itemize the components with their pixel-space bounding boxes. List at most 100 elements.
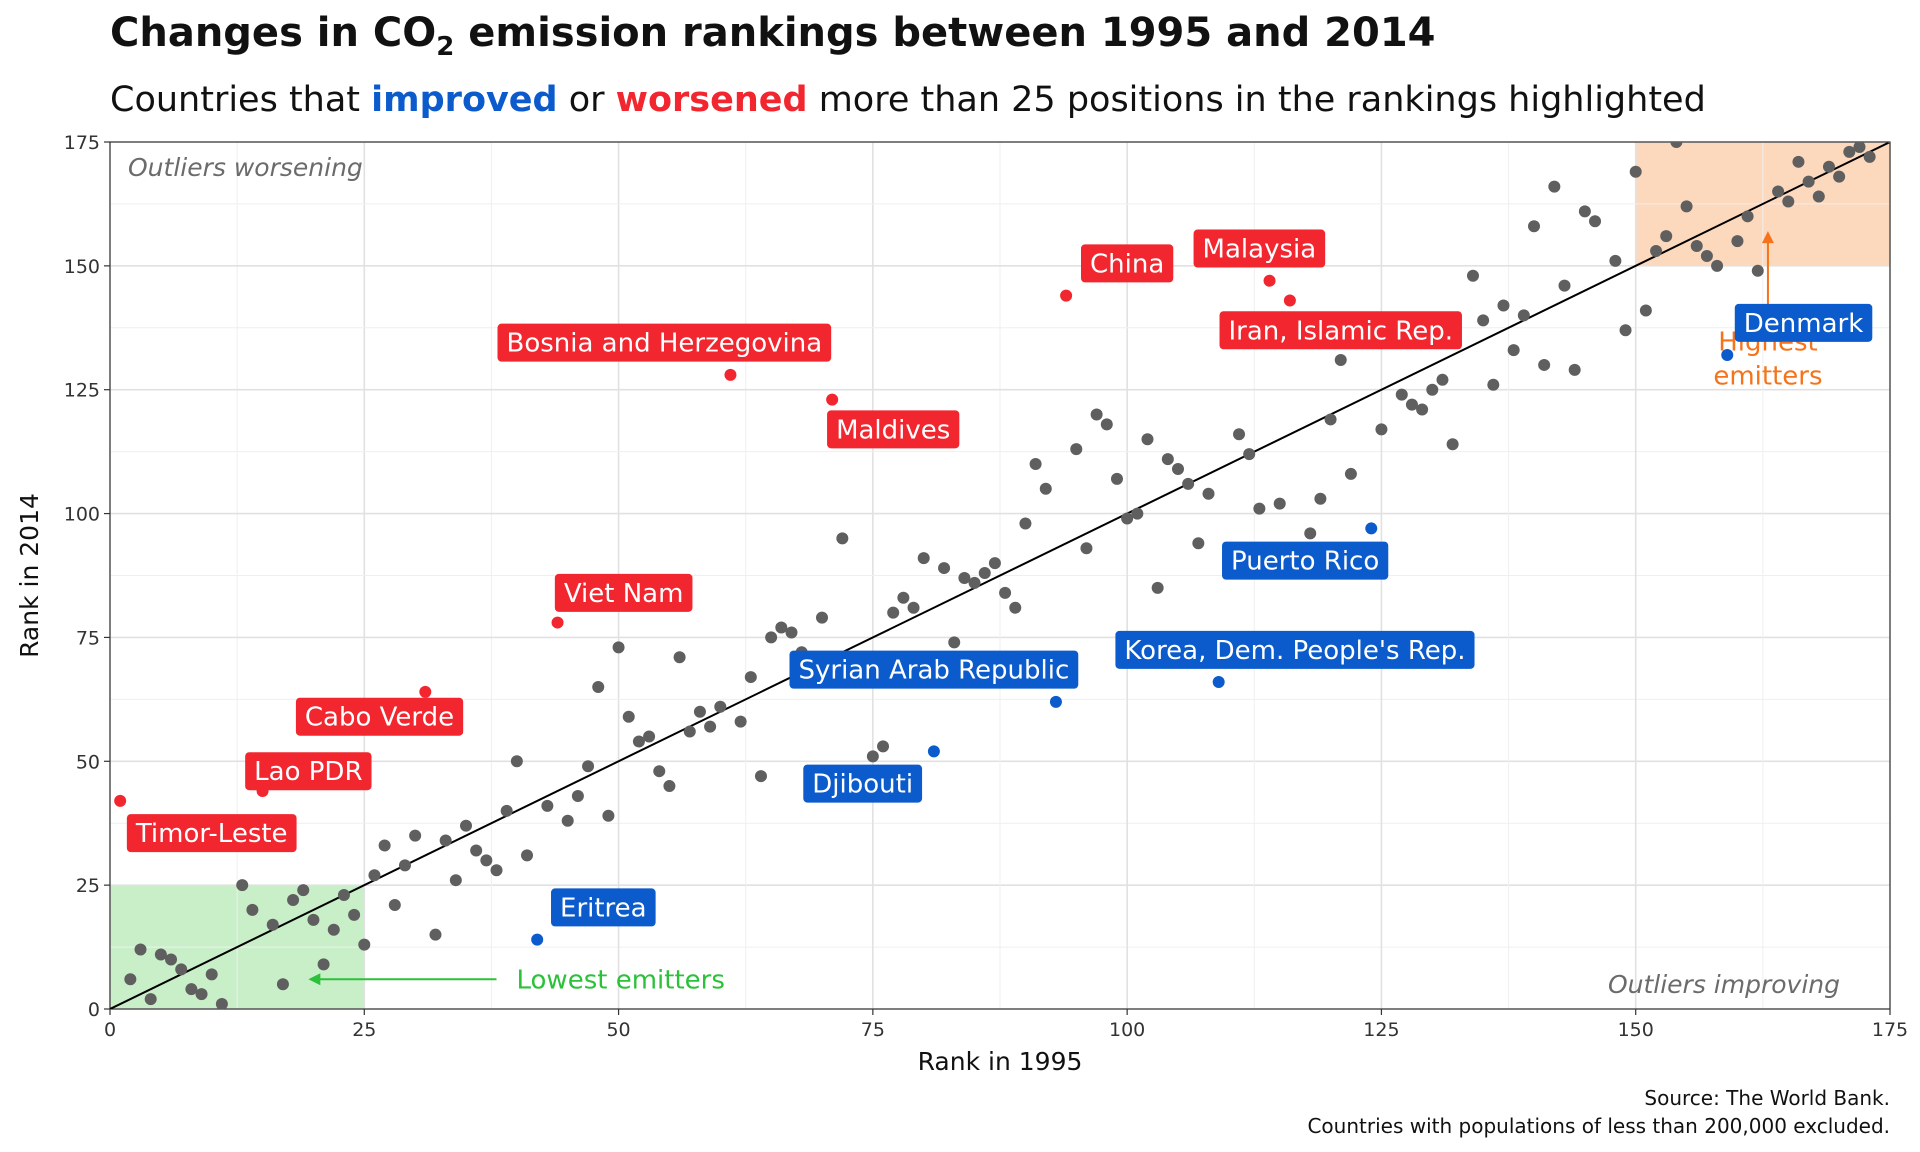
data-point: [500, 804, 513, 817]
label-text: Maldives: [836, 415, 950, 445]
data-point: [1517, 309, 1530, 322]
subtitle-text-end: more than 25 positions in the rankings h…: [807, 80, 1706, 120]
data-point: [1121, 512, 1134, 525]
plot-frame: [109, 141, 1891, 1010]
data-point: [1131, 507, 1144, 520]
title-text-rest: emission rankings between 1995 and 2014: [454, 10, 1436, 56]
data-point: [1080, 542, 1093, 555]
data-point: [1700, 249, 1713, 262]
data-point-improved: [531, 933, 544, 946]
title-subscript: 2: [436, 32, 455, 62]
data-point: [1039, 482, 1052, 495]
label-lowest-emitters: Lowest emitters: [517, 965, 725, 995]
label-box: [1734, 303, 1873, 342]
x-axis-title: Rank in 1995: [918, 1047, 1083, 1076]
data-point: [1731, 235, 1744, 248]
country-label-china: China: [1081, 244, 1174, 283]
data-point: [297, 884, 310, 897]
label-box: [497, 323, 832, 362]
data-point: [785, 626, 798, 639]
country-label-bosnia-and-herzegovina: Bosnia and Herzegovina: [497, 323, 832, 362]
country-label-cabo-verde: Cabo Verde: [295, 697, 464, 736]
data-point: [866, 750, 879, 763]
arrowhead-highest-emitters: [1761, 231, 1774, 244]
label-text: Lao PDR: [254, 757, 362, 787]
y-tick-label: 150: [64, 256, 100, 278]
label-box: [827, 410, 960, 449]
y-axis-title: Rank in 2014: [15, 493, 44, 658]
x-tick-label: 50: [606, 1019, 630, 1041]
data-point: [643, 730, 656, 743]
data-point: [398, 859, 411, 872]
data-point: [765, 631, 778, 644]
data-point: [1680, 200, 1693, 213]
label-outliers-worsening: Outliers worsening: [128, 153, 363, 182]
data-point: [1233, 428, 1246, 441]
data-point: [1314, 492, 1327, 505]
label-text: Timor-Leste: [135, 819, 288, 849]
data-point: [1375, 423, 1388, 436]
x-tick-label: 125: [1363, 1019, 1399, 1041]
data-point: [1151, 581, 1164, 594]
data-point: [449, 874, 462, 887]
data-point-improved: [1049, 695, 1062, 708]
data-point: [124, 973, 137, 986]
data-point-worsened: [551, 616, 564, 629]
data-point: [144, 993, 157, 1006]
data-point: [378, 839, 391, 852]
data-point: [1548, 180, 1561, 193]
label-text: Eritrea: [560, 893, 647, 923]
data-point: [836, 532, 849, 545]
data-point: [1029, 458, 1042, 471]
data-point-improved: [927, 745, 940, 758]
data-point: [571, 789, 584, 802]
data-point: [1182, 477, 1195, 490]
data-point: [1487, 378, 1500, 391]
data-point: [1019, 517, 1032, 530]
y-tick-label: 75: [76, 627, 100, 649]
data-point: [236, 879, 249, 892]
country-label-lao-pdr: Lao PDR: [245, 752, 372, 791]
label-text: Bosnia and Herzegovina: [506, 329, 822, 359]
data-point: [215, 998, 228, 1009]
data-point: [1192, 537, 1205, 550]
y-tick-label: 175: [64, 132, 100, 154]
data-point-worsened: [724, 368, 737, 381]
country-label-viet-nam: Viet Nam: [554, 573, 693, 612]
label-box: [295, 697, 464, 736]
data-point: [958, 571, 971, 584]
data-point: [1090, 408, 1103, 421]
data-point: [988, 557, 1001, 570]
data-point: [1650, 244, 1663, 257]
data-point: [368, 869, 381, 882]
data-point: [541, 799, 554, 812]
x-tick-label: 150: [1618, 1019, 1654, 1041]
data-point: [165, 953, 178, 966]
data-point: [1629, 165, 1642, 178]
data-point-worsened: [1263, 274, 1276, 287]
data-point: [1344, 467, 1357, 480]
y-tick-label: 25: [76, 875, 100, 897]
label-box: [554, 573, 693, 612]
label-box: [1081, 244, 1174, 283]
y-tick-label: 50: [76, 751, 100, 773]
data-point: [592, 680, 605, 693]
data-point: [1243, 448, 1256, 461]
data-point: [622, 710, 635, 723]
data-point: [1273, 497, 1286, 510]
data-point: [327, 923, 340, 936]
x-tick-label: 25: [352, 1019, 376, 1041]
label-text: Cabo Verde: [305, 703, 454, 733]
data-point: [154, 948, 167, 961]
data-point: [1751, 264, 1764, 277]
label-text: Korea, Dem. People's Rep.: [1124, 636, 1465, 666]
country-label-djibouti: Djibouti: [803, 764, 923, 803]
label-box: [1193, 229, 1326, 268]
data-point: [175, 963, 188, 976]
label-box: [789, 650, 1079, 689]
data-point: [1782, 195, 1795, 208]
data-point: [612, 641, 625, 654]
data-point-worsened: [419, 685, 432, 698]
data-point: [1660, 230, 1673, 243]
